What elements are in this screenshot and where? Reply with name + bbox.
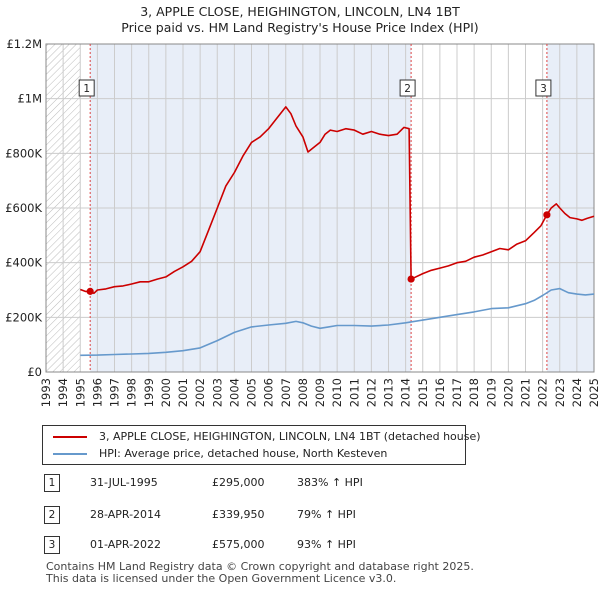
x-tick-label: 2006	[262, 378, 276, 407]
x-tick-label: 2013	[382, 378, 396, 407]
legend-swatch-price	[53, 436, 87, 438]
sale-label-number: 2	[404, 83, 411, 95]
sale-number-badge: 1	[44, 474, 60, 492]
x-tick-label: 2004	[227, 378, 241, 407]
table-row: 2 28-APR-2014 £339,950 79% ↑ HPI	[42, 506, 562, 526]
x-tick-label: 2010	[330, 378, 344, 407]
sale-date: 28-APR-2014	[90, 508, 162, 521]
sale-price: £575,000	[212, 538, 265, 551]
x-tick-label: 2018	[467, 378, 481, 407]
sale-point	[543, 211, 551, 219]
y-tick-label: £1M	[17, 92, 42, 106]
x-tick-label: 2012	[364, 378, 378, 407]
x-tick-label: 2017	[450, 378, 464, 407]
footer-license: This data is licensed under the Open Gov…	[46, 572, 397, 585]
x-tick-label: 2003	[210, 378, 224, 407]
sale-label-box	[399, 79, 416, 97]
plot-frame	[45, 43, 595, 373]
legend-item-hpi: HPI: Average price, detached house, Nort…	[53, 447, 387, 461]
sale-label-number: 1	[83, 83, 90, 95]
x-tick-label: 2021	[519, 378, 533, 407]
x-tick-label: 1998	[125, 378, 139, 407]
x-tick-label: 2020	[501, 378, 515, 407]
x-tick-label: 2000	[159, 378, 173, 407]
x-tick-label: 1997	[108, 378, 122, 407]
x-tick-label: 1999	[142, 378, 156, 407]
legend: 3, APPLE CLOSE, HEIGHINGTON, LINCOLN, LN…	[42, 425, 481, 465]
sale-hpi-change: 79% ↑ HPI	[297, 508, 356, 521]
sale-date: 31-JUL-1995	[90, 476, 158, 489]
price-series-line	[80, 106, 595, 295]
legend-item-price: 3, APPLE CLOSE, HEIGHINGTON, LINCOLN, LN…	[53, 430, 481, 444]
x-tick-label: 2001	[176, 378, 190, 407]
sale-number-badge: 3	[44, 536, 60, 554]
x-tick-label: 1993	[39, 378, 53, 407]
chart-title-line2: Price paid vs. HM Land Registry's House …	[121, 20, 479, 35]
x-tick-label: 2019	[484, 378, 498, 407]
y-tick-label: £800K	[5, 146, 42, 160]
chart-title-line1: 3, APPLE CLOSE, HEIGHINGTON, LINCOLN, LN…	[140, 4, 460, 19]
sale-point	[86, 287, 94, 295]
sale-hpi-change: 93% ↑ HPI	[297, 538, 356, 551]
hpi-series-line	[80, 287, 595, 357]
sale-hpi-change: 383% ↑ HPI	[297, 476, 363, 489]
x-tick-label: 1995	[73, 378, 87, 407]
sale-price: £339,950	[212, 508, 265, 521]
x-tick-label: 2022	[536, 378, 550, 407]
y-tick-label: £200K	[5, 310, 42, 324]
sale-label-number: 3	[540, 83, 547, 95]
y-tick-label: £600K	[5, 201, 42, 215]
legend-swatch-hpi	[53, 453, 87, 455]
legend-label-hpi: HPI: Average price, detached house, Nort…	[99, 447, 388, 460]
legend-label-price: 3, APPLE CLOSE, HEIGHINGTON, LINCOLN, LN…	[99, 430, 481, 443]
y-tick-label: £1.2M	[6, 37, 42, 51]
x-tick-label: 2002	[193, 378, 207, 407]
sale-label-box	[535, 79, 552, 97]
x-tick-label: 2008	[296, 378, 310, 407]
y-tick-label: £400K	[5, 256, 42, 270]
sale-point	[407, 275, 415, 283]
sale-date: 01-APR-2022	[90, 538, 162, 551]
sale-number-badge: 2	[44, 506, 60, 524]
sale-label-box	[78, 79, 95, 97]
y-tick-label: £0	[27, 365, 42, 379]
x-tick-label: 2005	[245, 378, 259, 407]
sale-price: £295,000	[212, 476, 265, 489]
table-row: 1 31-JUL-1995 £295,000 383% ↑ HPI	[42, 474, 562, 494]
x-tick-label: 2025	[587, 378, 600, 407]
footer-copyright: Contains HM Land Registry data © Crown c…	[46, 560, 474, 573]
x-tick-label: 1996	[90, 378, 104, 407]
x-tick-label: 2024	[570, 378, 584, 407]
x-tick-label: 2016	[433, 378, 447, 407]
x-tick-label: 2009	[313, 378, 327, 407]
x-tick-label: 2011	[347, 378, 361, 407]
x-tick-label: 1994	[56, 378, 70, 407]
table-row: 3 01-APR-2022 £575,000 93% ↑ HPI	[42, 536, 562, 556]
x-tick-label: 2023	[553, 378, 567, 407]
x-tick-label: 2014	[399, 378, 413, 407]
x-tick-label: 2007	[279, 378, 293, 407]
x-tick-label: 2015	[416, 378, 430, 407]
